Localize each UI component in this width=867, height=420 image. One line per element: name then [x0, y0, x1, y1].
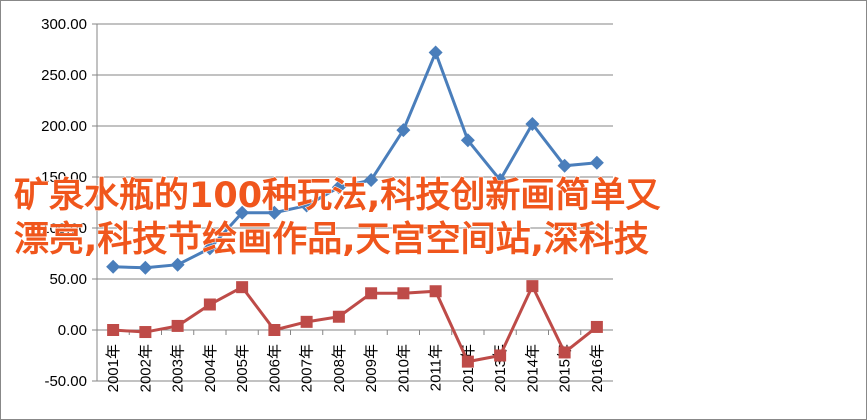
marker: [461, 355, 474, 368]
marker: [106, 259, 121, 274]
marker: [203, 298, 216, 311]
marker: [590, 320, 603, 333]
y-tick-label: 100.00: [41, 220, 87, 237]
y-tick-label: 0.00: [58, 322, 87, 339]
marker: [139, 326, 152, 339]
marker: [235, 205, 250, 220]
marker: [589, 155, 604, 170]
marker: [460, 133, 475, 148]
x-tick-label: 2003年: [170, 344, 187, 392]
marker: [107, 324, 120, 336]
marker: [429, 285, 442, 298]
x-tick-label: 2011年: [428, 344, 445, 391]
x-tick-label: 2001年: [105, 344, 122, 392]
overlay-text: 漂亮,科技节绘画作品,天宫空间站,深科技: [14, 220, 649, 260]
x-tick-label: 2009年: [363, 344, 380, 392]
y-tick-label: 150.00: [41, 169, 87, 186]
marker: [268, 324, 281, 336]
x-tick-label: 2006年: [266, 344, 283, 392]
y-tick-label: 250.00: [41, 67, 87, 84]
marker: [170, 257, 185, 272]
y-tick-label: 300.00: [41, 16, 87, 33]
x-tick-label: 2007年: [299, 344, 316, 392]
marker: [202, 241, 217, 256]
overlay-text: 矿泉水瓶的100种玩法,科技创新画简单又: [14, 176, 660, 216]
x-tick-label: 2002年: [137, 344, 154, 392]
marker: [332, 310, 345, 323]
marker: [364, 173, 379, 188]
marker: [558, 346, 571, 359]
y-tick-label: 50.00: [49, 271, 87, 288]
marker: [397, 287, 410, 300]
x-tick-label: 2016年: [589, 344, 606, 392]
x-tick-label: 2005年: [234, 344, 251, 392]
y-tick-label: 200.00: [41, 118, 87, 135]
series-line: [113, 48, 598, 270]
marker: [171, 319, 184, 332]
marker: [396, 123, 411, 138]
series-line: [113, 282, 598, 364]
marker: [300, 315, 313, 328]
marker: [525, 116, 540, 131]
marker: [557, 158, 572, 173]
marker: [494, 349, 507, 362]
marker: [365, 287, 378, 300]
marker: [526, 280, 539, 293]
x-tick-label: 2010年: [395, 344, 412, 392]
marker: [138, 260, 153, 275]
marker: [236, 281, 249, 294]
marker: [299, 198, 314, 213]
y-tick-label: -50.00: [44, 373, 87, 390]
marker: [428, 45, 443, 60]
x-tick-label: 2004年: [202, 344, 219, 392]
marker: [267, 205, 282, 220]
x-tick-label: 2008年: [331, 344, 348, 392]
x-tick-label: 2014年: [524, 344, 541, 392]
plot: -50.00 0.00 50.00 100.00 150.00 200.00 250.00 3…: [41, 16, 613, 392]
marker: [493, 173, 508, 188]
marker: [331, 180, 346, 195]
